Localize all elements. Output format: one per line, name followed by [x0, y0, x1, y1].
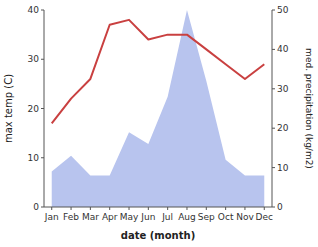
y2-tick: [272, 10, 275, 11]
x-tick: [206, 207, 207, 210]
y2-tick-label: 20: [277, 123, 289, 133]
y2-tick-label: 30: [277, 84, 289, 94]
x-tick: [148, 207, 149, 210]
x-tick-label: Jun: [140, 212, 155, 222]
x-tick-label: Feb: [63, 212, 79, 222]
y2-tick: [272, 207, 275, 208]
y-tick-label: 30: [28, 54, 40, 64]
y2-tick: [272, 88, 275, 89]
y-tick-label: 10: [28, 153, 40, 163]
x-tick-label: Nov: [236, 212, 254, 222]
y2-tick: [272, 49, 275, 50]
y-tick: [41, 59, 44, 60]
y2-tick: [272, 167, 275, 168]
y-tick-label: 40: [28, 5, 40, 15]
x-tick-label: Aug: [178, 212, 196, 222]
y-tick: [41, 108, 44, 109]
x-tick: [129, 207, 130, 210]
y-tick-label: 0: [33, 202, 39, 212]
y-tick-label: 20: [28, 104, 40, 114]
y-tick: [41, 157, 44, 158]
x-tick: [51, 207, 52, 210]
x-tick: [225, 207, 226, 210]
x-tick: [264, 207, 265, 210]
chart: Jan FebMarAprMayJun Jul AugSepOctNovDec 0 10 2…: [0, 0, 318, 247]
y2-tick: [272, 128, 275, 129]
x-tick: [71, 207, 72, 210]
x-axis-line: [44, 207, 272, 208]
x-tick-label: Oct: [218, 212, 234, 222]
y-tick: [41, 207, 44, 208]
y2-tick-label: 50: [277, 5, 289, 15]
x-tick-label: May: [120, 212, 139, 222]
y2-axis-line: [272, 10, 273, 207]
x-tick: [244, 207, 245, 210]
x-tick: [109, 207, 110, 210]
y-axis-title: max temp (C): [3, 74, 14, 143]
x-tick-label: Dec: [256, 212, 273, 222]
plot-area: [52, 10, 265, 207]
x-tick: [90, 207, 91, 210]
x-axis-title: date (month): [121, 230, 195, 241]
x-tick-label: Sep: [198, 212, 215, 222]
y2-tick-label: 40: [277, 44, 289, 54]
y2-tick-label: 0: [277, 202, 283, 212]
x-tick: [186, 207, 187, 210]
x-tick: [167, 207, 168, 210]
x-tick-label: Jan: [44, 212, 59, 222]
y2-tick-label: 10: [277, 163, 289, 173]
x-tick-label: Jul: [161, 212, 173, 222]
y-tick: [41, 10, 44, 11]
x-tick-label: Mar: [82, 212, 99, 222]
temperature-line: [52, 20, 265, 123]
x-tick-label: Apr: [102, 212, 118, 222]
precipitation-area: [52, 10, 265, 207]
y2-axis-title: med. precipitation (kg/m2): [304, 48, 314, 169]
